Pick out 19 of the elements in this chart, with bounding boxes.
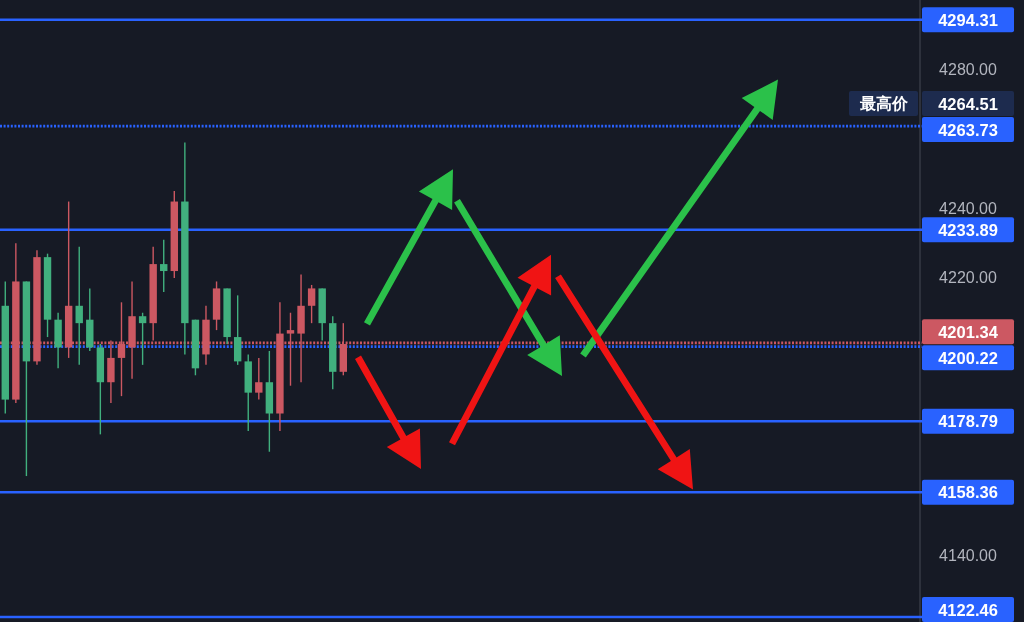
y-tick-label: 4220.00	[939, 269, 998, 287]
ref-line-label: 4178.79	[938, 412, 998, 431]
ref-line-label: 4233.89	[938, 220, 998, 239]
ref-line-label: 4294.31	[938, 10, 998, 29]
y-tick-label: 4240.00	[939, 199, 998, 217]
candlestick	[255, 357, 263, 401]
annotation: 最高价	[858, 94, 909, 113]
candlestick	[160, 239, 168, 293]
ref-line-label: 4122.46	[938, 600, 998, 619]
candlestick	[75, 246, 83, 366]
ref-line-label: 4201.34	[938, 322, 999, 341]
ref-line-label: 4200.22	[938, 348, 998, 367]
y-tick-label: 4280.00	[939, 61, 998, 78]
ref-line-label: 4263.73	[938, 120, 998, 139]
candlestick	[138, 312, 147, 366]
candlestick	[307, 284, 316, 324]
ref-line-label: 4158.36	[938, 483, 998, 502]
y-tick-label: 4140.00	[939, 547, 998, 565]
text: 4264.51	[938, 94, 998, 113]
